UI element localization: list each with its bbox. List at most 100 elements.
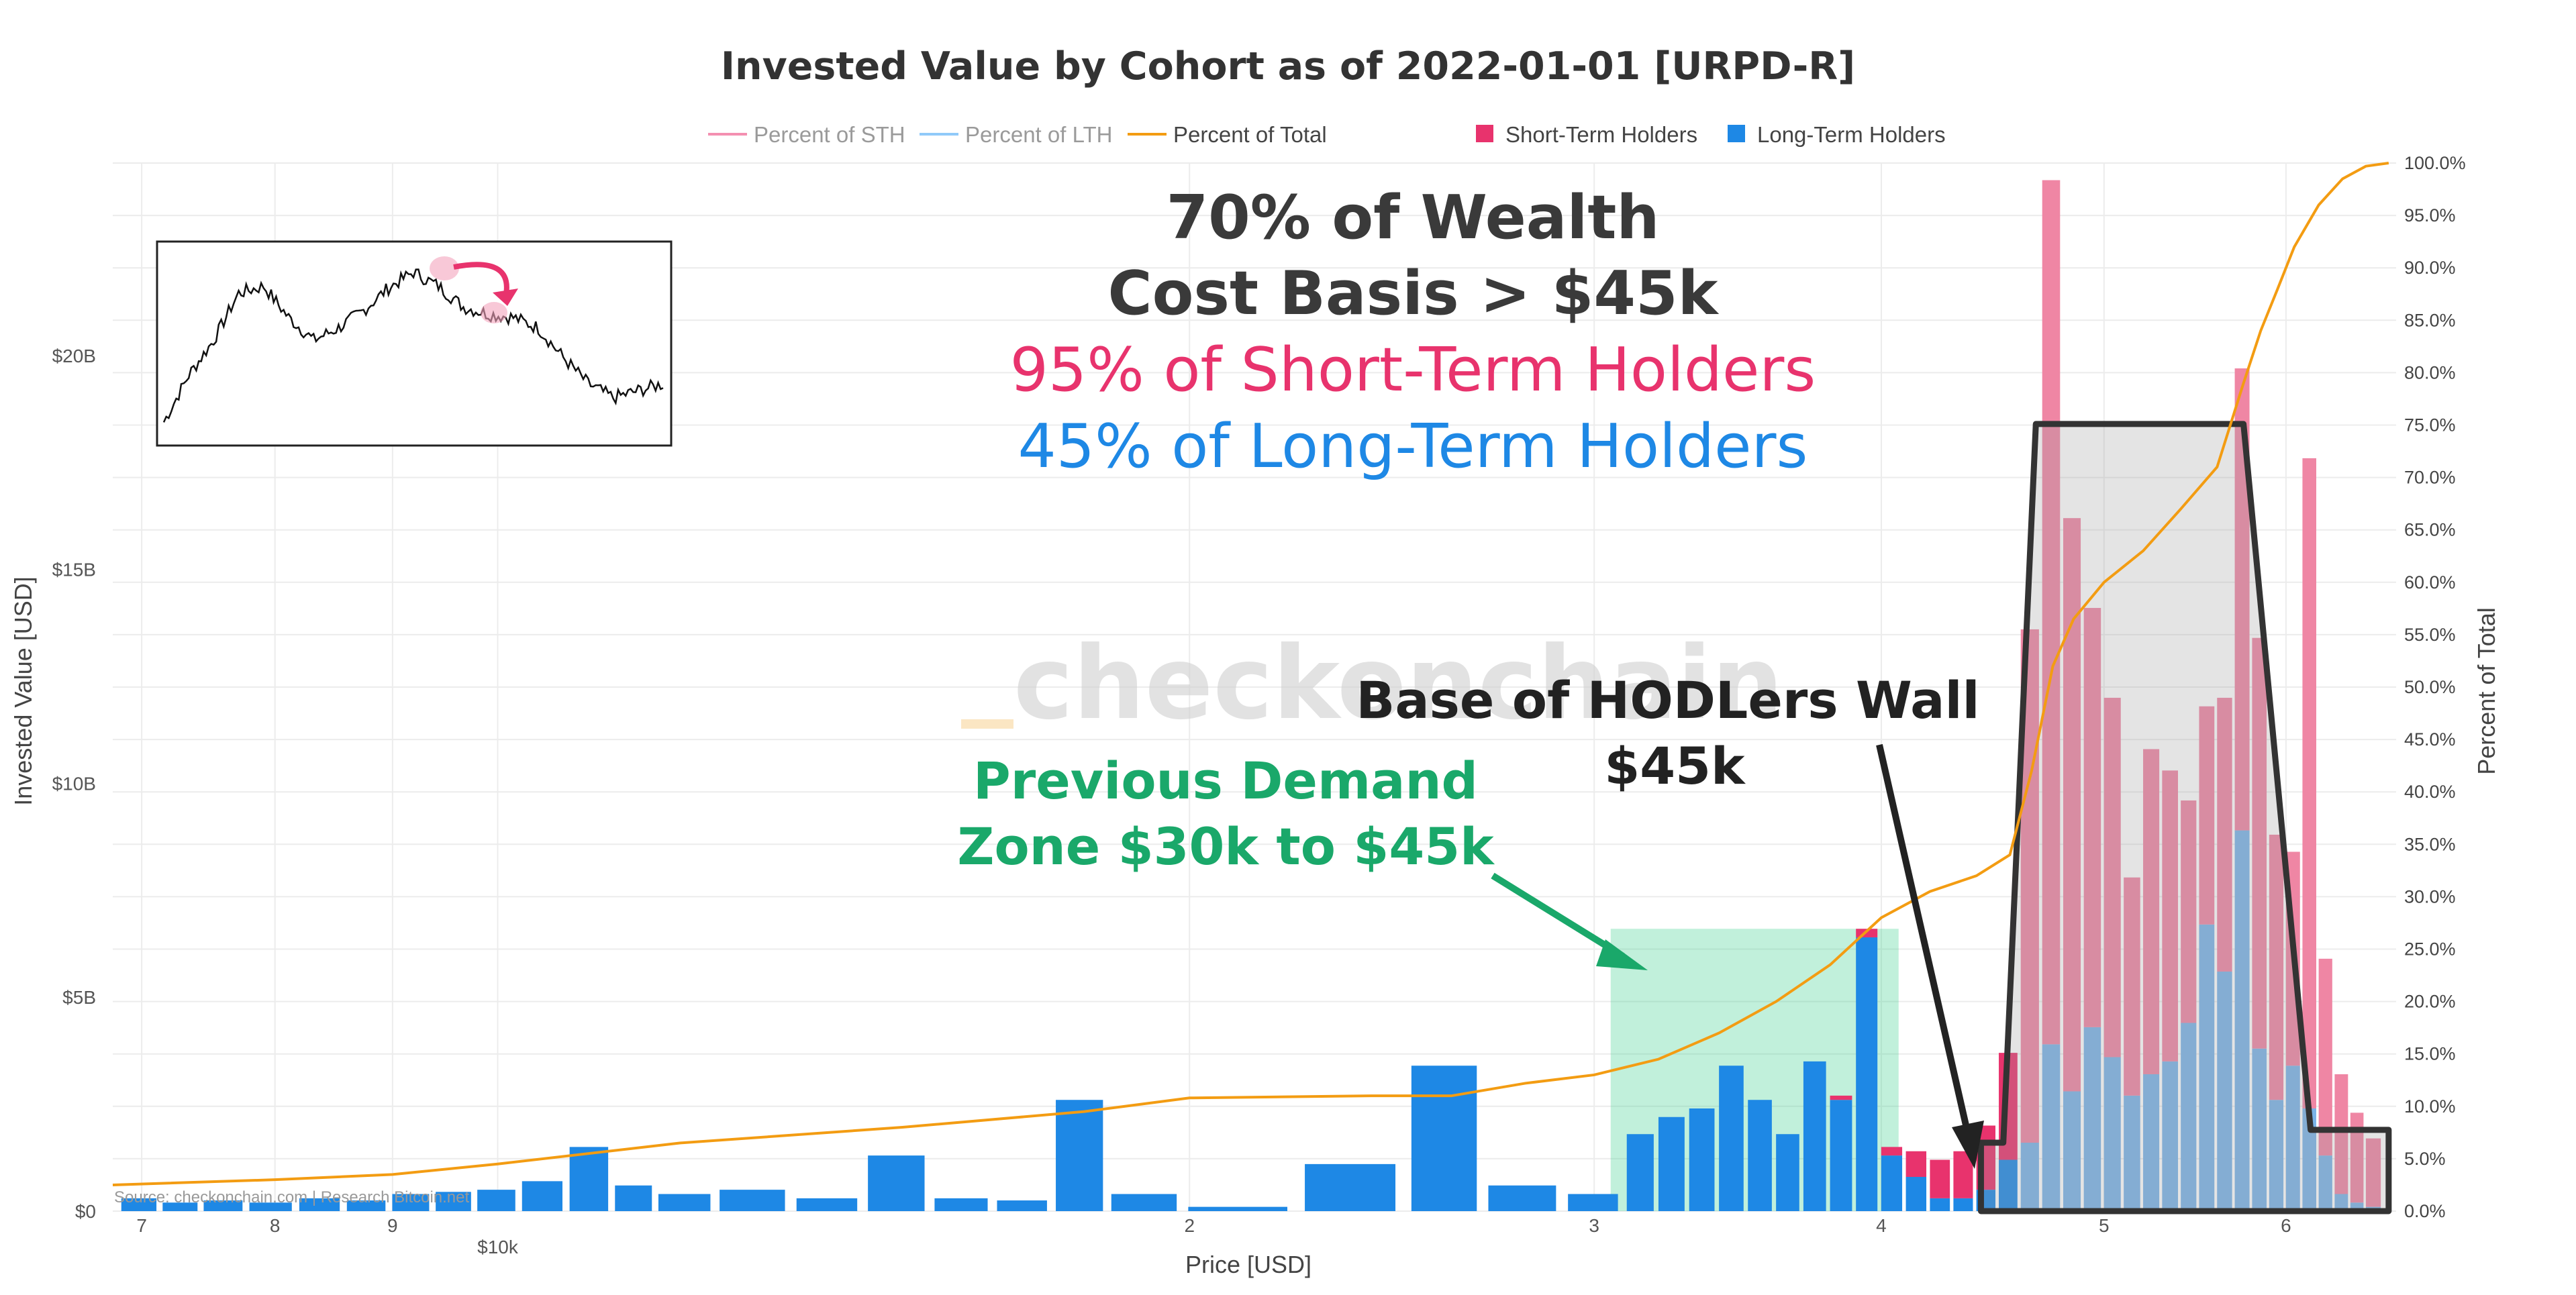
bar-lth xyxy=(392,1194,430,1211)
y2-tick-label: 70.0% xyxy=(2404,468,2456,488)
bar-sth xyxy=(2083,608,2101,1027)
legend-label: Short-Term Holders xyxy=(1505,122,1697,147)
legend-label: Percent of STH xyxy=(754,122,905,147)
bar-lth xyxy=(2103,1057,2121,1211)
y-axis-title: Invested Value [USD] xyxy=(9,576,37,806)
bar-lth xyxy=(1719,1066,1744,1211)
bar-sth xyxy=(2103,697,2121,1057)
y2-tick-label: 100.0% xyxy=(2404,153,2466,173)
x-axis-ticks: 7 8 9 $10k 2 3 4 5 6 xyxy=(136,1215,2291,1257)
bar-lth xyxy=(1930,1198,1950,1211)
bar-lth xyxy=(436,1192,471,1211)
bar-sth xyxy=(2234,368,2250,831)
bar-sth xyxy=(2143,749,2160,1074)
y-tick-label: $10B xyxy=(52,773,96,794)
bar-lth xyxy=(1488,1185,1556,1211)
legend-swatch xyxy=(1728,125,1745,142)
bar-lth xyxy=(203,1200,243,1211)
bar-lth xyxy=(2302,1108,2316,1211)
bar-lth xyxy=(1803,1061,1826,1211)
inset-highlight-top xyxy=(430,256,459,280)
bar-sth xyxy=(2042,180,2061,1045)
legend: Percent of STH Percent of LTH Percent of T… xyxy=(708,122,1946,147)
y2-tick-label: 40.0% xyxy=(2404,782,2456,802)
y2-tick-label: 30.0% xyxy=(2404,886,2456,907)
bar-sth xyxy=(2302,458,2316,1108)
bar-lth xyxy=(1830,1100,1852,1211)
inset-price-line xyxy=(162,268,664,423)
zone-arrowhead xyxy=(1596,939,1648,970)
x-tick-label: 9 xyxy=(387,1215,398,1236)
y-tick-label: $0 xyxy=(75,1201,96,1222)
x-tick-label: 6 xyxy=(2281,1215,2291,1236)
bar-sth xyxy=(1905,1151,1927,1177)
bar-sth xyxy=(2181,800,2197,1023)
bar-lth xyxy=(2285,1066,2300,1211)
bar-lth xyxy=(2124,1095,2140,1211)
bar-lth xyxy=(1905,1176,1927,1211)
bar-lth xyxy=(658,1194,711,1211)
bar-sth xyxy=(1930,1159,1950,1198)
x-tick-label: 2 xyxy=(1184,1215,1195,1236)
y2-axis-ticks: 0.0% 5.0% 10.0% 15.0% 20.0% 25.0% 30.0% 35.0% 40… xyxy=(2404,153,2466,1221)
zone-range-label: Zone $30k to $45k xyxy=(957,817,1495,876)
wall-arrowhead xyxy=(1952,1121,1984,1169)
x-axis-title: Price [USD] xyxy=(1185,1251,1311,1278)
bar-lth xyxy=(1658,1117,1685,1211)
y2-tick-label: 65.0% xyxy=(2404,520,2456,540)
bar-lth xyxy=(1305,1163,1396,1211)
y2-tick-label: 5.0% xyxy=(2404,1149,2446,1169)
bar-lth xyxy=(2063,1091,2081,1211)
percent-of-total-line xyxy=(112,162,2389,1186)
inset-highlight-low xyxy=(481,302,507,323)
y2-tick-label: 10.0% xyxy=(2404,1096,2456,1117)
bar-sth xyxy=(2252,637,2267,1049)
x-tick-label: 4 xyxy=(1876,1215,1887,1236)
x-tick-label: 3 xyxy=(1589,1215,1599,1236)
zone-label: Previous Demand xyxy=(973,751,1478,811)
bar-sth xyxy=(2350,1112,2364,1203)
bar-lth xyxy=(2020,1142,2039,1211)
y2-axis-title: Percent of Total xyxy=(2473,607,2500,775)
y-tick-label: $20B xyxy=(52,346,96,366)
bar-sth xyxy=(2162,770,2178,1061)
y2-tick-label: 0.0% xyxy=(2404,1201,2446,1221)
inset-frame xyxy=(156,240,673,447)
y2-tick-label: 50.0% xyxy=(2404,677,2456,697)
headline-lth: 45% of Long-Term Holders xyxy=(1018,411,1808,482)
bar-lth xyxy=(2143,1074,2160,1211)
headline-cost-basis: Cost Basis > $45k xyxy=(1108,258,1720,329)
bar-lth xyxy=(1856,937,1878,1211)
y2-tick-label: 35.0% xyxy=(2404,834,2456,854)
legend-label: Percent of Total xyxy=(1173,122,1327,147)
y2-tick-label: 85.0% xyxy=(2404,310,2456,330)
bar-lth xyxy=(2217,971,2232,1211)
hodlers-wall-outline xyxy=(1977,421,2392,1214)
wall-label: Base of HODLers Wall xyxy=(1356,670,1979,730)
y2-tick-label: 90.0% xyxy=(2404,258,2456,278)
y2-tick-label: 15.0% xyxy=(2404,1044,2456,1064)
bar-sth xyxy=(1830,1095,1852,1100)
bar-sth xyxy=(2124,877,2140,1096)
bar-lth xyxy=(1568,1194,1618,1211)
bar-sth xyxy=(2269,834,2284,1100)
bar-sth xyxy=(2318,958,2332,1156)
y2-tick-label: 20.0% xyxy=(2404,992,2456,1012)
bar-lth xyxy=(1953,1198,1973,1211)
bar-lth xyxy=(934,1198,988,1211)
source-note: Source: checkonchain.com | Research Bitc… xyxy=(114,1188,470,1206)
bar-lth xyxy=(1689,1108,1715,1211)
legend-label: Percent of LTH xyxy=(965,122,1112,147)
x-tick-label: $10k xyxy=(477,1237,519,1257)
watermark: checkonchain xyxy=(1013,625,1783,742)
chart-title: Invested Value by Cohort as of 2022-01-0… xyxy=(721,44,1855,89)
grid-lines xyxy=(113,162,2396,1212)
bar-lth xyxy=(2181,1023,2197,1211)
bar-lth xyxy=(1881,1155,1903,1211)
bar-lth xyxy=(1411,1066,1477,1211)
bar-lth xyxy=(1056,1100,1103,1211)
y2-tick-label: 55.0% xyxy=(2404,625,2456,645)
x-tick-label: 8 xyxy=(270,1215,281,1236)
bar-lth xyxy=(720,1190,785,1211)
